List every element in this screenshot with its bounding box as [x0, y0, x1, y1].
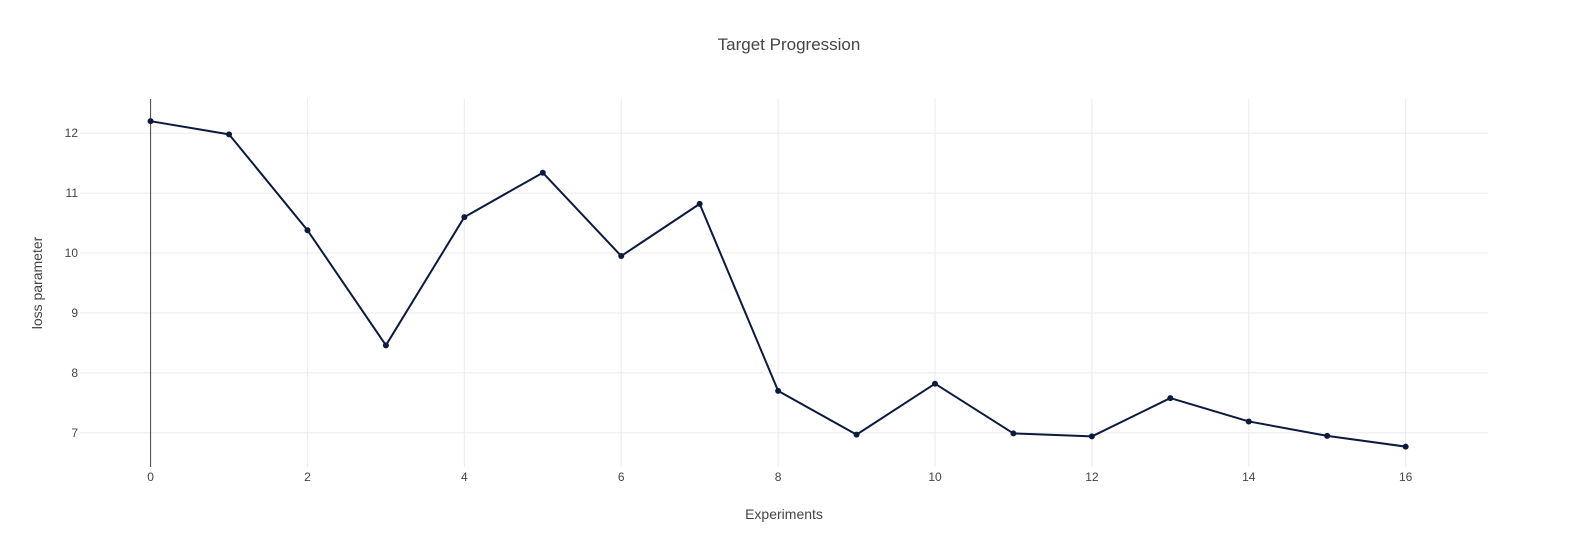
- data-point[interactable]: [853, 431, 860, 438]
- y-tick-label: 11: [66, 186, 79, 200]
- grid-layer: [80, 99, 1488, 467]
- series-layer: [147, 118, 1409, 450]
- data-point[interactable]: [539, 169, 546, 176]
- data-point[interactable]: [1088, 433, 1095, 440]
- y-axis-title: loss parameter: [29, 236, 45, 329]
- data-point[interactable]: [1167, 395, 1174, 402]
- y-tick-label: 12: [65, 126, 79, 140]
- x-tick-label: 6: [618, 470, 625, 484]
- data-point[interactable]: [775, 387, 782, 394]
- y-tick-label: 9: [71, 306, 78, 320]
- y-tick-label: 7: [71, 426, 78, 440]
- data-point[interactable]: [461, 214, 468, 221]
- x-axis-title: Experiments: [745, 506, 823, 522]
- data-point[interactable]: [618, 253, 625, 260]
- x-tick-label: 0: [147, 470, 154, 484]
- x-tick-label: 14: [1242, 470, 1256, 484]
- y-tick-label: 10: [65, 246, 79, 260]
- y-tick-label: 8: [71, 366, 78, 380]
- data-point[interactable]: [1010, 430, 1017, 437]
- data-point[interactable]: [304, 227, 311, 234]
- data-point[interactable]: [696, 200, 703, 207]
- data-point[interactable]: [147, 118, 154, 125]
- x-tick-label: 16: [1399, 470, 1413, 484]
- x-tick-label: 2: [304, 470, 311, 484]
- x-tick-label: 12: [1085, 470, 1099, 484]
- data-point[interactable]: [931, 380, 938, 387]
- data-point[interactable]: [382, 342, 389, 349]
- data-point[interactable]: [1245, 418, 1252, 425]
- data-point[interactable]: [226, 131, 233, 138]
- data-point[interactable]: [1402, 443, 1409, 450]
- x-tick-label: 4: [461, 470, 468, 484]
- axis-layer: 0 2 4 6 8 10 12 14 16 7 8 9 10 11 12: [65, 99, 1413, 484]
- data-point[interactable]: [1324, 432, 1331, 439]
- chart-title: Target Progression: [718, 35, 861, 54]
- x-tick-label: 8: [775, 470, 782, 484]
- x-tick-label: 10: [928, 470, 942, 484]
